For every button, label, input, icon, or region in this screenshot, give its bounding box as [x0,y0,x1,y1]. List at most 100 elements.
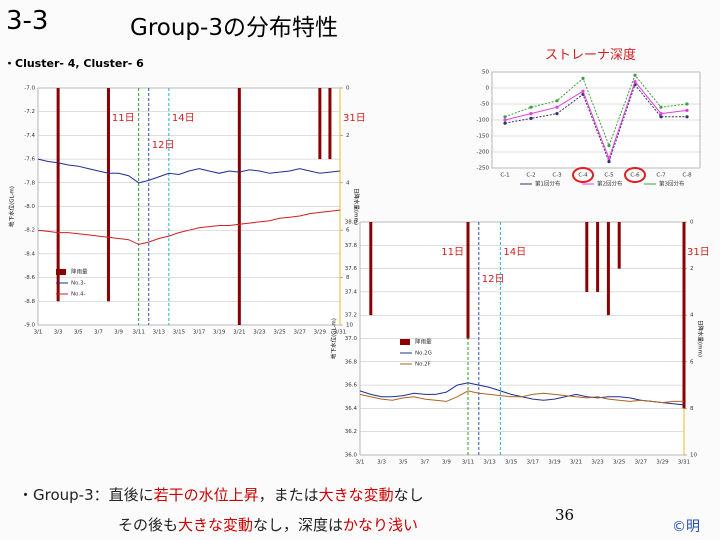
y-tick-label: -7.6 [24,157,35,163]
series-point [685,115,689,119]
y-tick-label: -7.0 [24,86,35,92]
x-tick-label: 3/21 [233,330,245,336]
legend-swatch [400,339,410,345]
y2-tick-label: 2 [346,133,350,139]
y-tick-label: 37.0 [345,336,358,342]
day-label: 12日 [482,274,505,285]
x-tick-label: 3/19 [213,330,226,336]
rain-bar [617,222,621,269]
y-tick-label: -8.4 [24,251,35,257]
rain-bar [466,222,470,339]
x-tick-label: 3/21 [570,460,582,466]
footer-text: ，または [258,486,319,504]
day-label: 14日 [503,247,526,258]
x-tick-label: 3/11 [462,460,474,466]
legend-label: No.3- [71,281,86,287]
y-tick-label: -9.0 [24,323,35,329]
y2-tick-label: 8 [690,406,694,412]
footer-text: なし，深度は [253,516,344,534]
x-tick-label: 3/15 [173,330,186,336]
x-tick-label: 3/27 [294,330,307,336]
y-tick-label: 0 [486,86,490,92]
footer-text: かなり浅い [343,516,419,534]
series-point [581,76,585,80]
series-point [659,115,663,119]
x-tick-label: 3/31 [678,460,690,466]
series-point [503,115,507,119]
rain-bar [682,222,686,409]
footer-text: 若干の水位上昇 [153,486,259,504]
x-tick-label: C-3 [552,173,562,179]
series-point [529,112,533,116]
x-tick-label: 3/17 [527,460,540,466]
y2-tick-label: 10 [346,323,353,329]
y-tick-label: -100 [477,118,490,124]
rain-bar [106,88,110,302]
y-axis-label: 地下水位(GL-m) [330,318,338,359]
footer-text: ・Group-3：直後に [18,486,154,504]
y-tick-label: -8.8 [24,299,35,305]
y-tick-label: -7.4 [24,133,35,139]
x-tick-label: 3/13 [153,330,166,336]
series-point [607,144,611,148]
rain-bar [318,88,322,160]
series-point [685,102,689,106]
rain-bar [596,222,600,292]
slide-title: Group-3の分布特性 [130,15,338,41]
y-tick-label: -200 [477,150,490,156]
series-point [581,89,585,93]
x-tick-label: 3/19 [548,460,561,466]
y-tick-label: 36.8 [345,359,358,365]
y-tick-label: -8.0 [24,204,35,210]
series-point [659,105,663,109]
x-tick-label: 3/15 [505,460,518,466]
x-tick-label: 3/11 [132,330,144,336]
series-line [504,74,688,148]
inset-title: ストレーナ深度 [545,48,637,63]
x-tick-label: 3/7 [420,460,429,466]
y2-tick-label: 4 [690,313,694,319]
x-tick-label: 3/9 [442,460,451,466]
y2-tick-label: 2 [690,266,694,272]
y-tick-label: -150 [477,134,490,140]
footer-text: 大きな変動 [318,486,394,504]
highlight-circle [572,167,594,183]
series-point [529,105,533,109]
footer-line: ・Group-3：直後に若干の水位上昇，または大きな変動なし [18,484,424,505]
series-line [504,80,688,160]
legend-label: 第1回分布 [535,180,561,188]
series-line [37,158,341,184]
y-tick-label: -7.2 [24,109,35,115]
rain-bar [56,88,60,302]
x-tick-label: 3/1 [34,330,43,336]
x-tick-label: 3/1 [356,460,365,466]
y2-tick-label: 6 [690,359,694,365]
day-label: 31日 [687,247,710,258]
y2-tick-label: 8 [346,275,350,281]
x-tick-label: 3/17 [193,330,206,336]
y2-tick-label: 6 [346,228,350,234]
footer-line: その後も大きな変動なし，深度はかなり浅い [118,514,418,535]
y-tick-label: 50 [482,70,489,76]
series-point [503,118,507,122]
y-tick-label: -7.8 [24,180,35,186]
legend-label: 第2回分布 [597,180,623,188]
credit: ©明 [672,519,700,535]
day-label: 14日 [172,113,195,124]
y2-tick-label: 10 [690,453,697,459]
day-label: 12日 [152,140,175,151]
y-tick-label: 36.4 [345,406,358,412]
x-tick-label: C-2 [526,173,535,179]
rain-bar [606,222,610,316]
x-tick-label: C-5 [604,173,614,179]
series-point [555,112,559,116]
day-label: 31日 [343,113,366,124]
series-point [633,80,637,84]
y-tick-label: 36.0 [345,453,358,459]
x-tick-label: 3/5 [74,330,83,336]
footer-text: その後も [118,516,179,534]
legend-label: 第3回分布 [659,180,685,188]
y2-tick-label: 0 [690,220,694,226]
x-tick-label: 3/25 [273,330,286,336]
